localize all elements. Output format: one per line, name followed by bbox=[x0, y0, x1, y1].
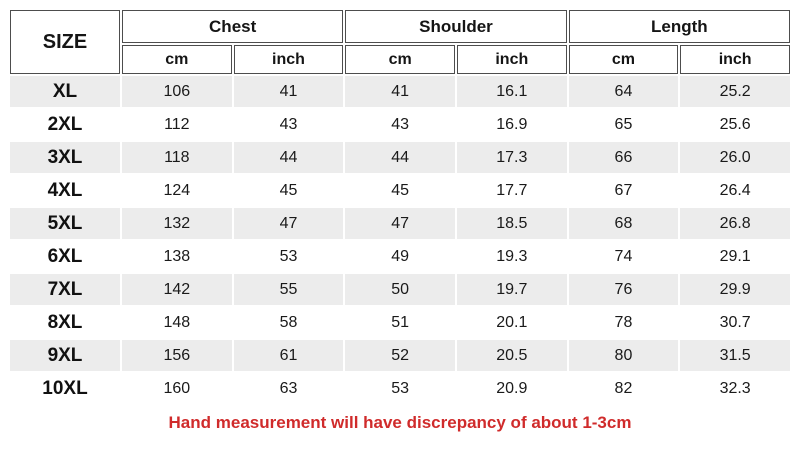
value-cell: 17.3 bbox=[456, 142, 567, 173]
value-cell: 82 bbox=[568, 373, 679, 404]
value-cell: 20.1 bbox=[456, 307, 567, 338]
size-cell: 2XL bbox=[10, 109, 120, 140]
value-cell: 49 bbox=[345, 241, 455, 272]
value-cell: 160 bbox=[122, 373, 232, 404]
value-cell: 47 bbox=[233, 208, 344, 239]
value-cell: 138 bbox=[122, 241, 232, 272]
table-row: 6XL 138 53 49 19.3 74 29.1 bbox=[10, 241, 790, 272]
value-cell: 156 bbox=[122, 340, 232, 371]
value-cell: 16.9 bbox=[456, 109, 567, 140]
table-row: 2XL 112 43 43 16.9 65 25.6 bbox=[10, 109, 790, 140]
value-cell: 20.5 bbox=[456, 340, 567, 371]
value-cell: 44 bbox=[233, 142, 344, 173]
value-cell: 32.3 bbox=[680, 373, 790, 404]
value-cell: 30.7 bbox=[680, 307, 790, 338]
value-cell: 26.0 bbox=[680, 142, 790, 173]
value-cell: 18.5 bbox=[456, 208, 567, 239]
value-cell: 45 bbox=[345, 175, 455, 206]
value-cell: 51 bbox=[345, 307, 455, 338]
unit-header-chest-inch: inch bbox=[233, 45, 344, 74]
size-cell: XL bbox=[10, 76, 120, 107]
size-cell: 8XL bbox=[10, 307, 120, 338]
value-cell: 142 bbox=[122, 274, 232, 305]
table-row: 3XL 118 44 44 17.3 66 26.0 bbox=[10, 142, 790, 173]
table-row: XL 106 41 41 16.1 64 25.2 bbox=[10, 76, 790, 107]
value-cell: 66 bbox=[568, 142, 679, 173]
value-cell: 53 bbox=[233, 241, 344, 272]
header-unit-row: cm inch cm inch cm inch bbox=[10, 45, 790, 74]
table-row: 5XL 132 47 47 18.5 68 26.8 bbox=[10, 208, 790, 239]
value-cell: 25.2 bbox=[680, 76, 790, 107]
value-cell: 55 bbox=[233, 274, 344, 305]
value-cell: 29.1 bbox=[680, 241, 790, 272]
value-cell: 43 bbox=[345, 109, 455, 140]
unit-header-chest-cm: cm bbox=[122, 45, 232, 74]
size-cell: 3XL bbox=[10, 142, 120, 173]
value-cell: 68 bbox=[568, 208, 679, 239]
value-cell: 26.4 bbox=[680, 175, 790, 206]
value-cell: 64 bbox=[568, 76, 679, 107]
size-cell: 9XL bbox=[10, 340, 120, 371]
value-cell: 65 bbox=[568, 109, 679, 140]
value-cell: 53 bbox=[345, 373, 455, 404]
table-row: 8XL 148 58 51 20.1 78 30.7 bbox=[10, 307, 790, 338]
measurement-disclaimer-note: Hand measurement will have discrepancy o… bbox=[168, 413, 632, 432]
table-header: SIZE Chest Shoulder Length cm inch cm in… bbox=[10, 10, 790, 74]
value-cell: 80 bbox=[568, 340, 679, 371]
value-cell: 52 bbox=[345, 340, 455, 371]
value-cell: 148 bbox=[122, 307, 232, 338]
value-cell: 67 bbox=[568, 175, 679, 206]
value-cell: 124 bbox=[122, 175, 232, 206]
value-cell: 31.5 bbox=[680, 340, 790, 371]
table-row: 9XL 156 61 52 20.5 80 31.5 bbox=[10, 340, 790, 371]
value-cell: 74 bbox=[568, 241, 679, 272]
unit-header-length-cm: cm bbox=[568, 45, 679, 74]
size-chart-table: SIZE Chest Shoulder Length cm inch cm in… bbox=[8, 8, 792, 406]
value-cell: 44 bbox=[345, 142, 455, 173]
column-header-size: SIZE bbox=[10, 10, 120, 74]
value-cell: 17.7 bbox=[456, 175, 567, 206]
column-header-shoulder: Shoulder bbox=[345, 10, 567, 43]
value-cell: 41 bbox=[233, 76, 344, 107]
table-row: 7XL 142 55 50 19.7 76 29.9 bbox=[10, 274, 790, 305]
size-cell: 10XL bbox=[10, 373, 120, 404]
header-group-row: SIZE Chest Shoulder Length bbox=[10, 10, 790, 74]
value-cell: 63 bbox=[233, 373, 344, 404]
table-row: 10XL 160 63 53 20.9 82 32.3 bbox=[10, 373, 790, 404]
value-cell: 41 bbox=[345, 76, 455, 107]
value-cell: 47 bbox=[345, 208, 455, 239]
value-cell: 118 bbox=[122, 142, 232, 173]
value-cell: 45 bbox=[233, 175, 344, 206]
value-cell: 61 bbox=[233, 340, 344, 371]
column-header-chest: Chest bbox=[122, 10, 344, 43]
value-cell: 106 bbox=[122, 76, 232, 107]
unit-header-shoulder-cm: cm bbox=[345, 45, 455, 74]
value-cell: 26.8 bbox=[680, 208, 790, 239]
size-cell: 5XL bbox=[10, 208, 120, 239]
table-body: XL 106 41 41 16.1 64 25.2 2XL 112 43 43 … bbox=[10, 76, 790, 404]
size-cell: 6XL bbox=[10, 241, 120, 272]
value-cell: 29.9 bbox=[680, 274, 790, 305]
value-cell: 50 bbox=[345, 274, 455, 305]
value-cell: 58 bbox=[233, 307, 344, 338]
table-row: 4XL 124 45 45 17.7 67 26.4 bbox=[10, 175, 790, 206]
value-cell: 78 bbox=[568, 307, 679, 338]
value-cell: 20.9 bbox=[456, 373, 567, 404]
value-cell: 25.6 bbox=[680, 109, 790, 140]
value-cell: 132 bbox=[122, 208, 232, 239]
value-cell: 19.7 bbox=[456, 274, 567, 305]
column-header-length: Length bbox=[568, 10, 790, 43]
unit-header-shoulder-inch: inch bbox=[456, 45, 567, 74]
size-cell: 7XL bbox=[10, 274, 120, 305]
value-cell: 43 bbox=[233, 109, 344, 140]
value-cell: 19.3 bbox=[456, 241, 567, 272]
size-cell: 4XL bbox=[10, 175, 120, 206]
unit-header-length-inch: inch bbox=[680, 45, 790, 74]
value-cell: 112 bbox=[122, 109, 232, 140]
value-cell: 16.1 bbox=[456, 76, 567, 107]
value-cell: 76 bbox=[568, 274, 679, 305]
